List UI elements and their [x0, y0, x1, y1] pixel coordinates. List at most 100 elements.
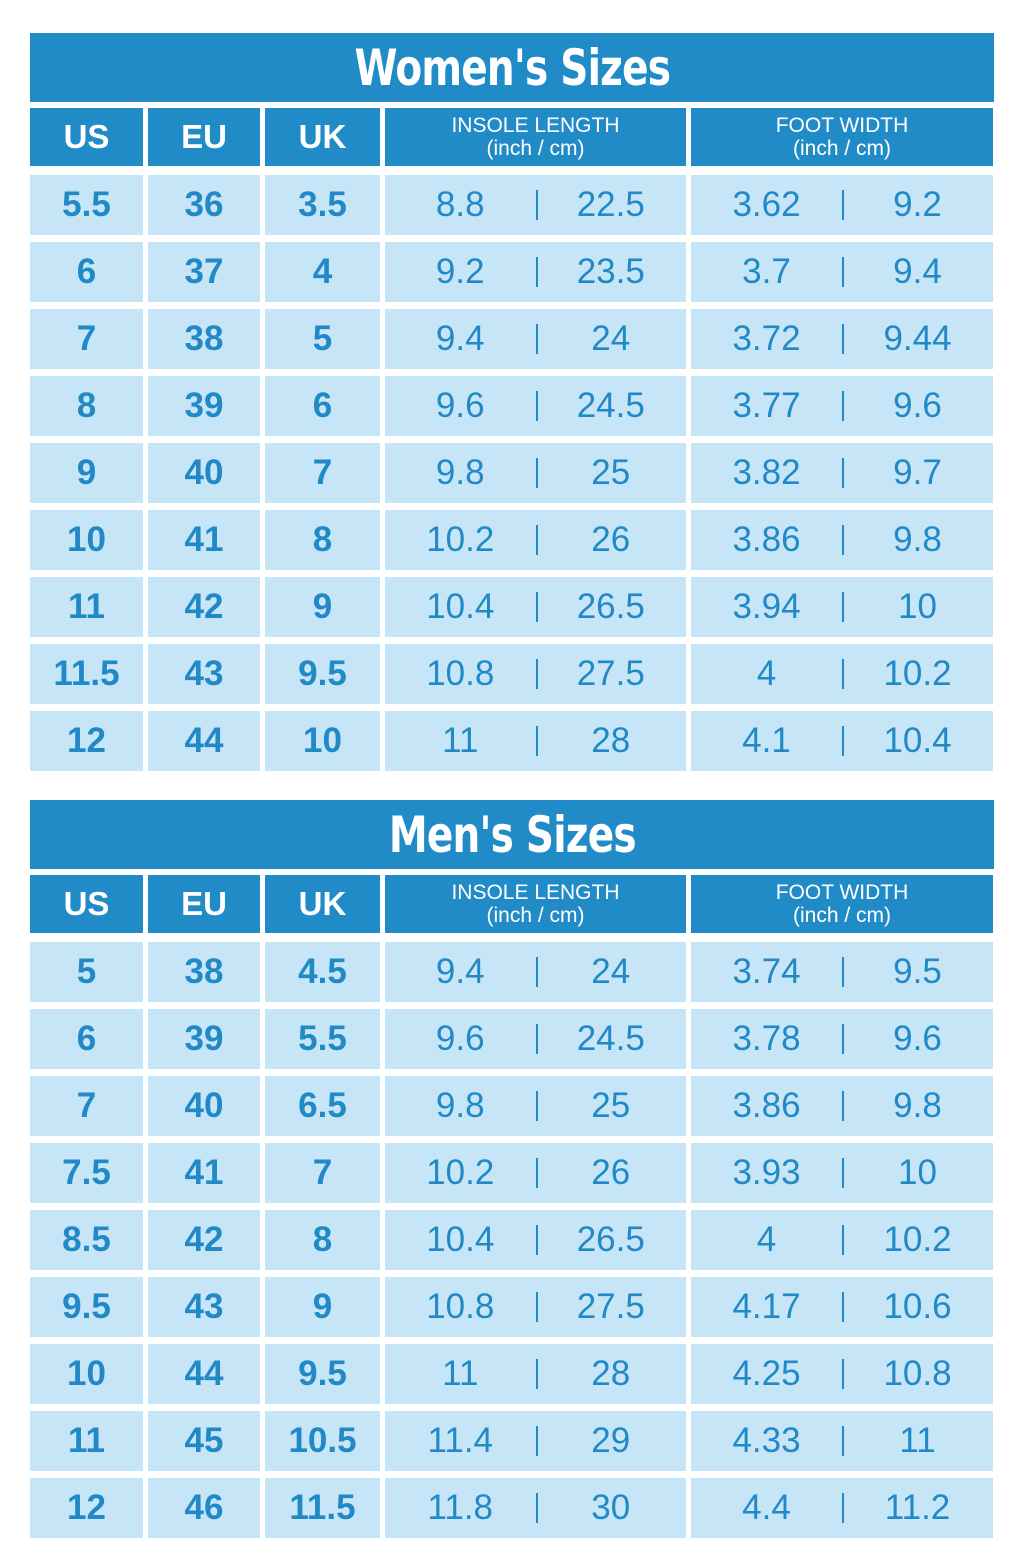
header-width: FOOT WIDTH (inch / cm): [691, 875, 993, 933]
insole-cm: 26.5: [576, 587, 645, 626]
cell-width: 3.78 9.6: [691, 1009, 993, 1069]
insole-inch: 9.6: [435, 386, 485, 425]
divider: [842, 1091, 844, 1121]
cell-width: 4.33 11: [691, 1411, 993, 1471]
cell-uk: 10: [265, 711, 380, 771]
insole-inch: 9.8: [435, 1086, 485, 1125]
insole-inch: 11.4: [427, 1421, 494, 1460]
width-inch: 3.86: [732, 520, 801, 559]
insole-inch: 9.4: [435, 952, 485, 991]
cell-insole: 11 28: [385, 1344, 686, 1404]
cell-insole: 9.6 24.5: [385, 1009, 686, 1069]
cell-us: 10: [30, 510, 143, 570]
cell-us: 8.5: [30, 1210, 143, 1270]
width-cm: 9.4: [893, 252, 942, 291]
table-row: 7 38 5 9.4 24 3.72 9.44: [30, 309, 994, 369]
insole-cm: 26: [591, 1153, 631, 1192]
header-label: EU: [181, 118, 227, 155]
width-inch: 3.72: [732, 319, 801, 358]
insole-cm: 26.5: [576, 1220, 645, 1259]
divider: [535, 391, 538, 421]
header-label: EU: [181, 885, 227, 922]
divider: [535, 1024, 538, 1054]
cell-width: 3.93 10: [691, 1143, 993, 1203]
insole-inch: 10.2: [426, 520, 495, 559]
divider: [535, 1158, 538, 1188]
divider: [842, 726, 844, 756]
cell-insole: 9.4 24: [385, 942, 686, 1002]
header-eu: EU: [148, 875, 260, 933]
width-inch: 4.25: [732, 1354, 801, 1393]
cell-width: 3.86 9.8: [691, 1076, 993, 1136]
divider: [842, 324, 844, 354]
width-cm: 11: [899, 1421, 936, 1460]
cell-us: 6: [30, 1009, 143, 1069]
width-inch: 3.74: [732, 952, 801, 991]
cell-insole: 9.2 23.5: [385, 242, 686, 302]
divider: [842, 190, 844, 220]
divider: [535, 957, 538, 987]
cell-width: 4 10.2: [691, 1210, 993, 1270]
divider: [535, 1292, 538, 1322]
cell-us: 5: [30, 942, 143, 1002]
width-cm: 9.44: [883, 319, 952, 358]
insole-inch: 9.6: [435, 1019, 485, 1058]
table-row: 11.5 43 9.5 10.8 27.5 4 10.2: [30, 644, 994, 704]
cell-uk: 6: [265, 376, 380, 436]
insole-inch: 9.2: [435, 252, 485, 291]
header-unit: (inch / cm): [792, 904, 891, 927]
width-cm: 9.8: [893, 520, 942, 559]
insole-cm: 29: [591, 1421, 631, 1460]
cell-uk: 4.5: [265, 942, 380, 1002]
cell-us: 6: [30, 242, 143, 302]
insole-cm: 23.5: [576, 252, 645, 291]
divider: [842, 957, 844, 987]
header-unit: (inch / cm): [486, 904, 585, 927]
insole-inch: 10.8: [426, 1287, 495, 1326]
cell-us: 10: [30, 1344, 143, 1404]
cell-uk: 9.5: [265, 644, 380, 704]
insole-inch: 11: [442, 721, 479, 760]
width-cm: 10.6: [883, 1287, 952, 1326]
divider: [535, 324, 538, 354]
cell-insole: 10.2 26: [385, 510, 686, 570]
insole-cm: 24: [591, 319, 631, 358]
cell-width: 3.62 9.2: [691, 175, 993, 235]
divider: [842, 1426, 844, 1456]
cell-eu: 41: [148, 1143, 260, 1203]
table-row: 12 44 10 11 28 4.1 10.4: [30, 711, 994, 771]
cell-uk: 9: [265, 1277, 380, 1337]
cell-insole: 11.8 30: [385, 1478, 686, 1538]
divider: [535, 190, 538, 220]
cell-eu: 39: [148, 1009, 260, 1069]
cell-width: 4.4 11.2: [691, 1478, 993, 1538]
cell-width: 4.25 10.8: [691, 1344, 993, 1404]
cell-width: 3.86 9.8: [691, 510, 993, 570]
width-inch: 3.7: [742, 252, 791, 291]
divider: [535, 458, 538, 488]
table-title-text: Men's Sizes: [388, 805, 636, 864]
cell-eu: 38: [148, 942, 260, 1002]
cell-eu: 44: [148, 711, 260, 771]
header-uk: UK: [265, 108, 380, 166]
divider: [535, 592, 538, 622]
header-us: US: [30, 108, 143, 166]
width-cm: 9.6: [893, 386, 942, 425]
cell-us: 11.5: [30, 644, 143, 704]
cell-uk: 5: [265, 309, 380, 369]
table-row: 10 44 9.5 11 28 4.25 10.8: [30, 1344, 994, 1404]
cell-eu: 43: [148, 644, 260, 704]
divider: [842, 1024, 844, 1054]
insole-inch: 9.4: [435, 319, 485, 358]
cell-us: 7: [30, 309, 143, 369]
divider: [842, 1359, 844, 1389]
divider: [842, 1493, 844, 1523]
width-cm: 10: [898, 1153, 937, 1192]
header-unit: (inch / cm): [792, 137, 891, 160]
cell-us: 9.5: [30, 1277, 143, 1337]
cell-us: 7.5: [30, 1143, 143, 1203]
width-inch: 3.78: [732, 1019, 801, 1058]
width-inch: 3.93: [732, 1153, 801, 1192]
insole-inch: 8.8: [435, 185, 485, 224]
cell-eu: 46: [148, 1478, 260, 1538]
